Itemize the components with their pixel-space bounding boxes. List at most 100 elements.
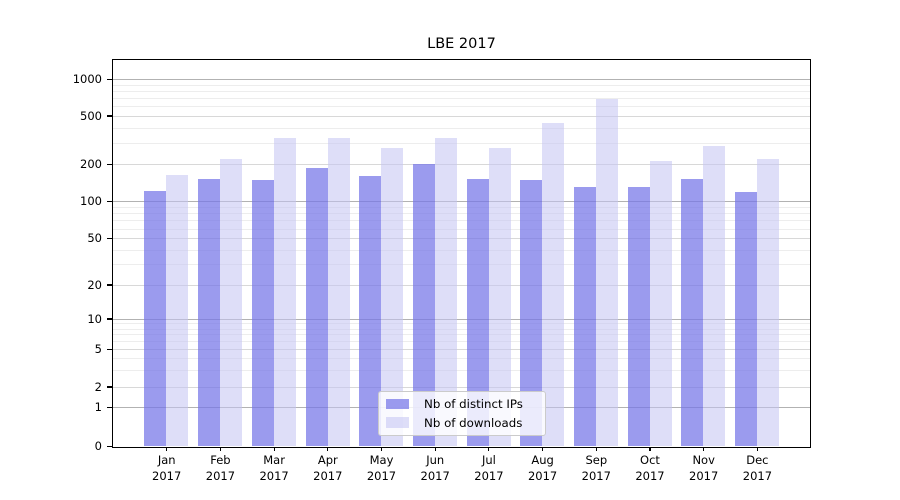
y-tick-label-100: 100 (80, 194, 102, 208)
bar-nov-distinct-ips (681, 178, 704, 447)
bar-mar-distinct-ips (251, 179, 274, 447)
bar-feb-distinct-ips (198, 178, 221, 447)
bar-oct-downloads (649, 161, 672, 447)
gridline-700 (113, 98, 810, 100)
x-tick-label-dec: Dec 2017 (742, 453, 773, 483)
gridline-20 (113, 284, 810, 286)
legend-label: Nb of downloads (424, 415, 523, 430)
gridline-600 (113, 106, 810, 108)
y-tick-label-500: 500 (80, 108, 102, 123)
x-tick-label-mar: Mar 2017 (259, 453, 289, 483)
x-tick-mark-jul (488, 446, 490, 451)
x-tick-mark-jun (434, 446, 436, 451)
gridline-500 (113, 115, 810, 117)
x-tick-label-aug: Aug 2017 (527, 453, 558, 483)
plot-area: Nb of distinct IPs Nb of downloads (112, 58, 811, 448)
bar-dec-distinct-ips (735, 191, 758, 447)
y-tick-label-2: 2 (94, 379, 102, 394)
gridline-70 (113, 220, 810, 222)
gridline-200 (113, 164, 810, 166)
x-tick-mark-sep (595, 446, 597, 451)
bar-jul-distinct-ips (466, 178, 489, 447)
gridline-300 (113, 142, 810, 144)
x-tick-mark-jan (166, 446, 168, 451)
gridline-50 (113, 238, 810, 240)
bar-feb-downloads (220, 159, 243, 447)
gridline-400 (113, 127, 810, 129)
gridline-80 (113, 213, 810, 215)
gridline-4 (113, 358, 810, 360)
bar-jun-distinct-ips (412, 164, 435, 447)
x-tick-label-nov: Nov 2017 (689, 453, 719, 483)
y-tick-mark-1000 (106, 78, 113, 81)
legend-item-downloads: Nb of downloads (386, 414, 539, 431)
gridline-6 (113, 341, 810, 343)
y-tick-mark-2 (106, 386, 113, 388)
y-tick-mark-500 (106, 115, 113, 117)
y-tick-mark-5 (106, 348, 113, 351)
gridline-900 (113, 84, 810, 86)
bar-may-downloads (381, 148, 404, 447)
gridline-9 (113, 323, 810, 325)
x-tick-mark-aug (542, 446, 544, 451)
gridline-90 (113, 206, 810, 208)
bar-jan-downloads (166, 174, 189, 447)
y-tick-label-1: 1 (94, 400, 102, 414)
x-tick-mark-apr (327, 446, 329, 451)
x-tick-mark-may (380, 446, 383, 451)
y-tick-label-0: 0 (94, 438, 102, 453)
y-tick-label-10: 10 (87, 311, 102, 326)
gridline-7 (113, 334, 810, 336)
legend-swatch-downloads (386, 417, 409, 428)
y-tick-mark-10 (106, 318, 113, 320)
gridline-8 (113, 328, 810, 330)
y-tick-label-20: 20 (87, 277, 102, 292)
bar-nov-downloads (703, 146, 726, 447)
y-tick-mark-50 (106, 237, 113, 240)
bar-mar-downloads (273, 137, 296, 447)
x-tick-label-jan: Jan 2017 (152, 453, 182, 483)
x-tick-label-jun: Jun 2017 (420, 453, 450, 483)
bar-oct-distinct-ips (627, 187, 650, 447)
y-tick-label-50: 50 (87, 231, 102, 245)
legend: Nb of distinct IPs Nb of downloads (378, 390, 546, 436)
x-tick-label-jul: Jul 2017 (474, 453, 504, 483)
gridline-5 (113, 349, 810, 351)
gridline-100 (113, 201, 810, 203)
x-tick-mark-feb (219, 446, 221, 451)
legend-swatch-distinct-ips (386, 398, 409, 410)
y-tick-label-5: 5 (94, 342, 102, 356)
bar-sep-distinct-ips (574, 187, 596, 447)
bar-apr-downloads (327, 137, 350, 447)
bar-sep-downloads (596, 98, 618, 447)
y-tick-mark-1 (106, 406, 113, 409)
x-tick-mark-nov (703, 446, 705, 451)
y-tick-label-200: 200 (80, 157, 102, 171)
gridline-3 (113, 370, 810, 372)
y-tick-mark-20 (106, 284, 113, 286)
x-tick-label-feb: Feb 2017 (205, 453, 236, 483)
y-tick-mark-200 (106, 163, 113, 166)
y-tick-mark-100 (106, 200, 113, 203)
y-tick-mark-0 (106, 445, 113, 447)
x-tick-mark-mar (273, 446, 275, 451)
y-tick-label-1000: 1000 (72, 72, 102, 86)
gridline-1000 (113, 79, 810, 81)
bar-jun-downloads (434, 137, 457, 447)
gridline-40 (113, 249, 810, 251)
legend-item-distinct-ips: Nb of distinct IPs (386, 396, 539, 413)
x-tick-label-apr: Apr 2017 (313, 453, 343, 483)
bar-apr-distinct-ips (305, 167, 328, 447)
gridline-2 (113, 386, 810, 388)
x-tick-label-oct: Oct 2017 (635, 453, 665, 483)
gridline-800 (113, 91, 810, 93)
gridline-10 (113, 318, 810, 320)
bar-jul-downloads (488, 147, 511, 447)
x-tick-label-may: May 2017 (366, 453, 397, 483)
gridline-30 (113, 264, 810, 266)
x-tick-mark-dec (756, 446, 758, 451)
chart-title: LBE 2017 (427, 36, 496, 52)
x-tick-label-sep: Sep 2017 (581, 453, 611, 483)
legend-label: Nb of distinct IPs (424, 397, 523, 412)
